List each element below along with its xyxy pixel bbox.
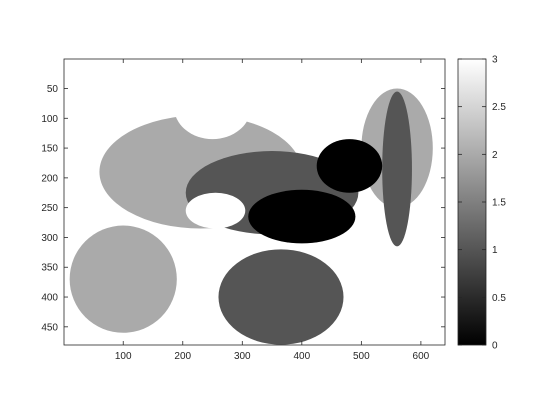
image-region (173, 73, 252, 140)
colorbar-tick-label: 3 (492, 55, 498, 66)
image-region (69, 225, 177, 333)
y-tick-label: 450 (41, 322, 58, 333)
image-region (316, 139, 383, 193)
y-tick-label: 200 (41, 173, 58, 184)
colorbar (457, 58, 487, 346)
x-tick-label: 400 (293, 351, 310, 362)
y-axis-ticks: 50 100 150 200 250 300 350 400 450 (41, 84, 445, 333)
y-tick-label: 400 (41, 293, 58, 304)
colorbar-ticks: 0 0.5 1 1.5 2 2.5 3 (458, 55, 506, 352)
y-tick-label: 50 (47, 84, 59, 95)
plot-axes-frame (63, 58, 446, 346)
x-tick-label: 200 (174, 351, 191, 362)
image-region (248, 189, 356, 244)
colorbar-tick-label: 0.5 (492, 293, 506, 304)
y-tick-label: 250 (41, 203, 58, 214)
y-tick-label: 100 (41, 114, 58, 125)
colorbar-tick-label: 1.5 (492, 198, 506, 209)
x-axis-ticks: 100 200 300 400 500 600 (115, 59, 430, 362)
y-tick-label: 150 (41, 144, 58, 155)
colorbar-tick-label: 2 (492, 150, 498, 161)
x-tick-label: 600 (413, 351, 430, 362)
colorbar-tick-label: 1 (492, 245, 498, 256)
y-tick-label: 350 (41, 263, 58, 274)
heatmap-image (64, 59, 445, 345)
x-tick-label: 100 (115, 351, 132, 362)
colorbar-tick-label: 0 (492, 341, 498, 352)
y-tick-label: 300 (41, 233, 58, 244)
image-region (382, 91, 412, 247)
image-region (185, 192, 246, 229)
x-tick-label: 500 (353, 351, 370, 362)
colorbar-tick-label: 2.5 (492, 102, 506, 113)
image-region (218, 249, 344, 345)
x-tick-label: 300 (234, 351, 251, 362)
